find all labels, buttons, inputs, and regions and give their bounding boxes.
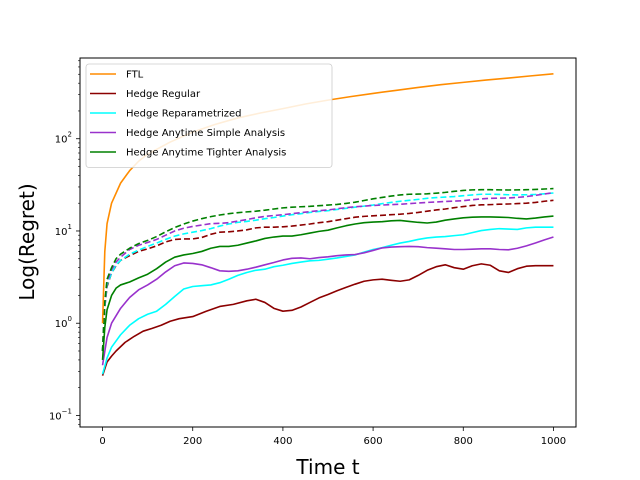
legend-label-ftl: FTL (126, 70, 144, 81)
y-tick-label-2: 101 (55, 223, 72, 238)
legend-label-hedge-regular: Hedge Regular (126, 89, 201, 100)
hedge-anytime-tighter-analysis-line (101, 215, 554, 360)
x-tick-label-200: 200 (183, 436, 202, 447)
series-8-dashed-line (101, 187, 554, 352)
legend-label-hedge-anytime-tighter-analysis: Hedge Anytime Tighter Analysis (126, 148, 286, 159)
hedge-anytime-simple-analysis-line (101, 236, 554, 366)
hedge-regular-line (101, 263, 554, 376)
x-axis-title: Time t (295, 455, 359, 479)
x-tick-label-0: 0 (99, 436, 105, 447)
legend-box (85, 63, 333, 168)
x-tick-label-600: 600 (364, 436, 383, 447)
legend-label-hedge-anytime-simple-analysis: Hedge Anytime Simple Analysis (126, 128, 285, 139)
series-5-dashed-line (101, 199, 554, 352)
y-tick-label-3: 102 (55, 131, 72, 146)
tick-layer: 0 200 400 600 800 1000 10−1 100 101 102 (49, 60, 566, 447)
legend: FTL Hedge Regular Hedge Reparametrized Hedg… (85, 63, 333, 168)
axes-frame (79, 57, 577, 428)
legend-label-hedge-reparametrized: Hedge Reparametrized (126, 109, 242, 120)
y-axis-title: Log(Regret) (15, 183, 39, 300)
x-tick-label-800: 800 (454, 436, 473, 447)
x-tick-label-1000: 1000 (541, 436, 566, 447)
y-tick-label-1: 100 (55, 315, 72, 330)
hedge-reparametrized-line (101, 226, 554, 375)
y-tick-label-0: 10−1 (49, 407, 72, 422)
series-7-dashed-line (101, 191, 554, 352)
x-tick-label-400: 400 (273, 436, 292, 447)
